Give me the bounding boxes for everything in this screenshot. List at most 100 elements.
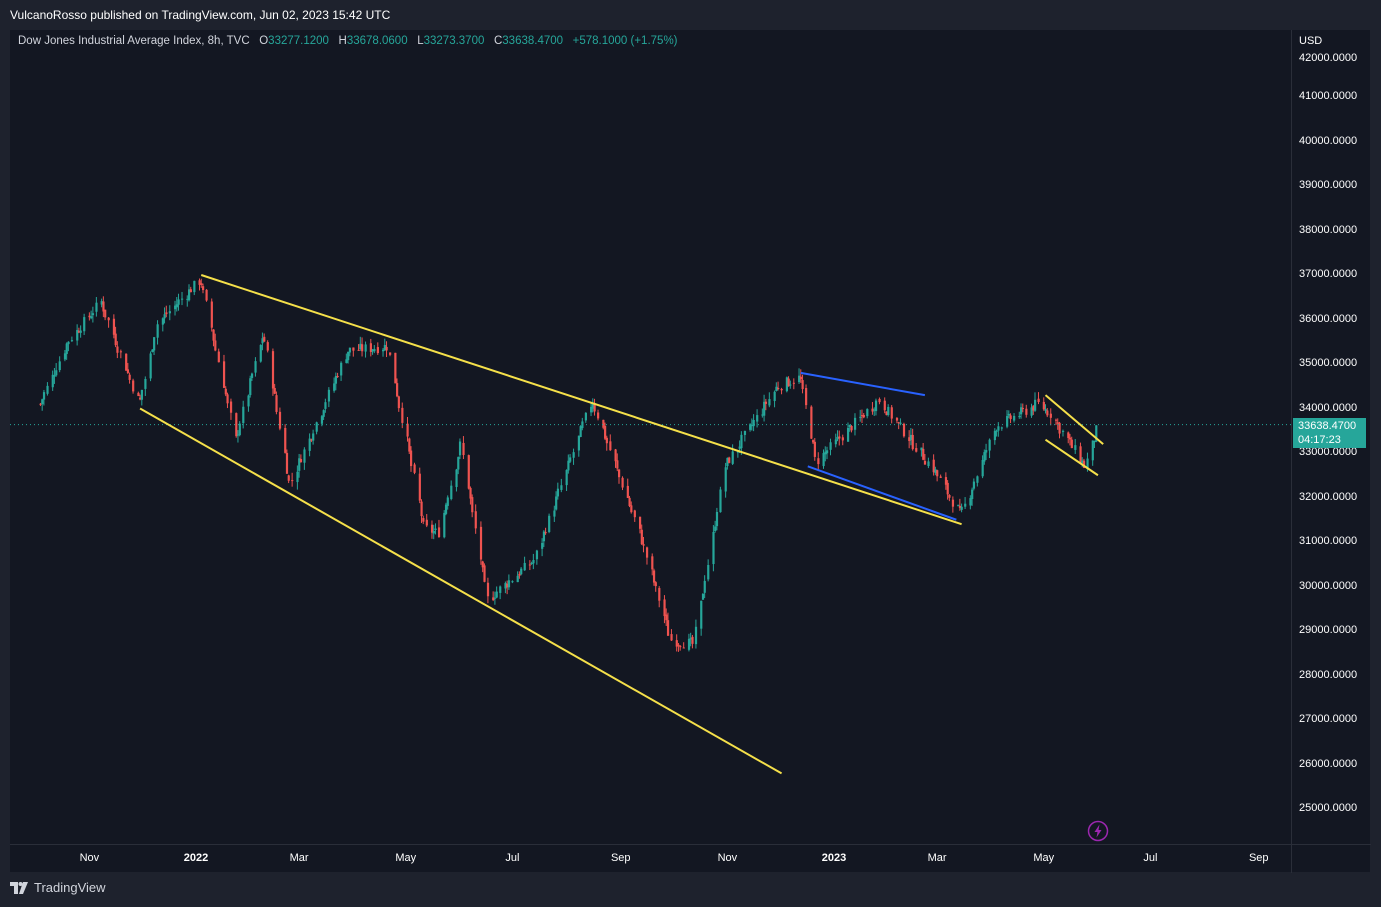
candle-body — [927, 461, 930, 467]
candle-body — [373, 348, 376, 352]
candle-body — [198, 280, 201, 285]
close-value: 33638.4700 — [502, 35, 564, 47]
low-value: 33273.3700 — [423, 35, 485, 47]
candle-body — [726, 457, 729, 467]
candle-body — [126, 369, 130, 373]
price-tick-label: 35000.0000 — [1299, 357, 1358, 369]
candle-body — [425, 519, 428, 526]
candle-body — [312, 433, 315, 441]
candle-body — [1042, 401, 1045, 410]
candle-body — [750, 425, 754, 427]
price-pane[interactable]: Dow Jones Industrial Average Index, 8h, … — [10, 30, 1291, 844]
candle-body — [457, 457, 460, 470]
candle-body — [95, 302, 98, 312]
candle-body — [324, 402, 327, 409]
upper-channel-line — [1044, 394, 1104, 445]
candle-body — [226, 394, 229, 404]
time-tick-label: Mar — [927, 852, 947, 864]
candle-body — [1049, 413, 1052, 418]
candle-body — [964, 503, 967, 507]
candle-body — [469, 487, 472, 499]
change-value: +578.1000 (+1.75%) — [572, 35, 678, 47]
lower-channel-line — [1044, 438, 1099, 477]
lightning-icon[interactable] — [1087, 820, 1109, 844]
candle-body — [383, 344, 386, 351]
candle-body — [369, 343, 372, 352]
candle-body — [408, 438, 411, 452]
candle-body — [334, 376, 338, 384]
candle-body — [181, 298, 184, 300]
candle-body — [895, 417, 899, 421]
candle-body — [137, 392, 140, 397]
close-label: C — [493, 35, 503, 47]
candle-body — [1007, 413, 1010, 416]
candle-body — [1091, 440, 1094, 461]
time-axis[interactable] — [10, 844, 1291, 873]
candle-body — [229, 401, 233, 413]
time-tick-label: Nov — [79, 852, 100, 864]
candle-body — [1079, 446, 1082, 463]
candle-body — [1018, 416, 1021, 418]
candle-body — [604, 425, 607, 439]
candle-body — [450, 485, 453, 500]
candle-body — [553, 510, 556, 517]
candle-body — [308, 438, 311, 451]
candle-body — [939, 476, 942, 478]
candle-body — [389, 352, 392, 355]
candle-body — [756, 415, 759, 422]
candle-body — [593, 403, 596, 412]
candle-body — [156, 324, 159, 338]
candle-body — [418, 473, 421, 501]
candle-body — [691, 636, 694, 644]
candle-body — [1056, 422, 1059, 424]
candle-body — [63, 353, 67, 360]
time-tick-label: Mar — [289, 852, 309, 864]
high-label: H — [338, 35, 347, 47]
candle-body — [798, 375, 801, 383]
candlestick-chart[interactable] — [10, 30, 1291, 844]
candle-body — [878, 398, 881, 403]
candle-body — [714, 526, 717, 532]
candle-body — [467, 455, 470, 489]
candle-body — [336, 376, 339, 378]
candle-body — [934, 469, 937, 473]
candle-body — [287, 475, 290, 481]
candle-body — [175, 304, 178, 308]
candle-body — [948, 494, 951, 498]
candle-body — [259, 344, 262, 362]
candle-body — [763, 401, 766, 416]
candle-body — [327, 389, 331, 402]
candle-body — [890, 407, 893, 419]
candle-body — [958, 505, 962, 508]
candle-body — [1000, 427, 1004, 429]
candle-body — [768, 399, 771, 406]
candle-body — [787, 378, 790, 387]
candle-body — [532, 559, 535, 564]
candle-body — [626, 485, 629, 498]
candle-body — [932, 459, 935, 473]
open-value: 33277.1200 — [268, 35, 329, 47]
symbol-name: Dow Jones Industrial Average Index, 8h, … — [18, 35, 250, 47]
candle-body — [853, 417, 857, 430]
candle-body — [740, 434, 743, 449]
price-axis[interactable] — [1291, 30, 1371, 844]
tradingview-logo[interactable]: TradingView — [10, 880, 106, 895]
candle-body — [222, 361, 226, 388]
candle-body — [483, 565, 486, 582]
candle-body — [577, 435, 580, 451]
candle-body — [116, 346, 119, 353]
brand-name: TradingView — [34, 880, 106, 895]
candle-body — [271, 351, 275, 389]
candle-body — [560, 485, 563, 490]
chart-frame[interactable]: Dow Jones Industrial Average Index, 8h, … — [10, 30, 1371, 873]
candle-body — [951, 499, 955, 507]
candle-body — [186, 298, 189, 300]
candle-body — [284, 427, 287, 453]
candle-body — [102, 301, 105, 312]
candle-body — [859, 416, 862, 418]
candle-body — [764, 401, 768, 404]
candle-body — [236, 434, 240, 436]
price-tick-label: 39000.0000 — [1299, 179, 1358, 191]
candle-body — [165, 312, 168, 315]
candle-body — [275, 395, 278, 412]
